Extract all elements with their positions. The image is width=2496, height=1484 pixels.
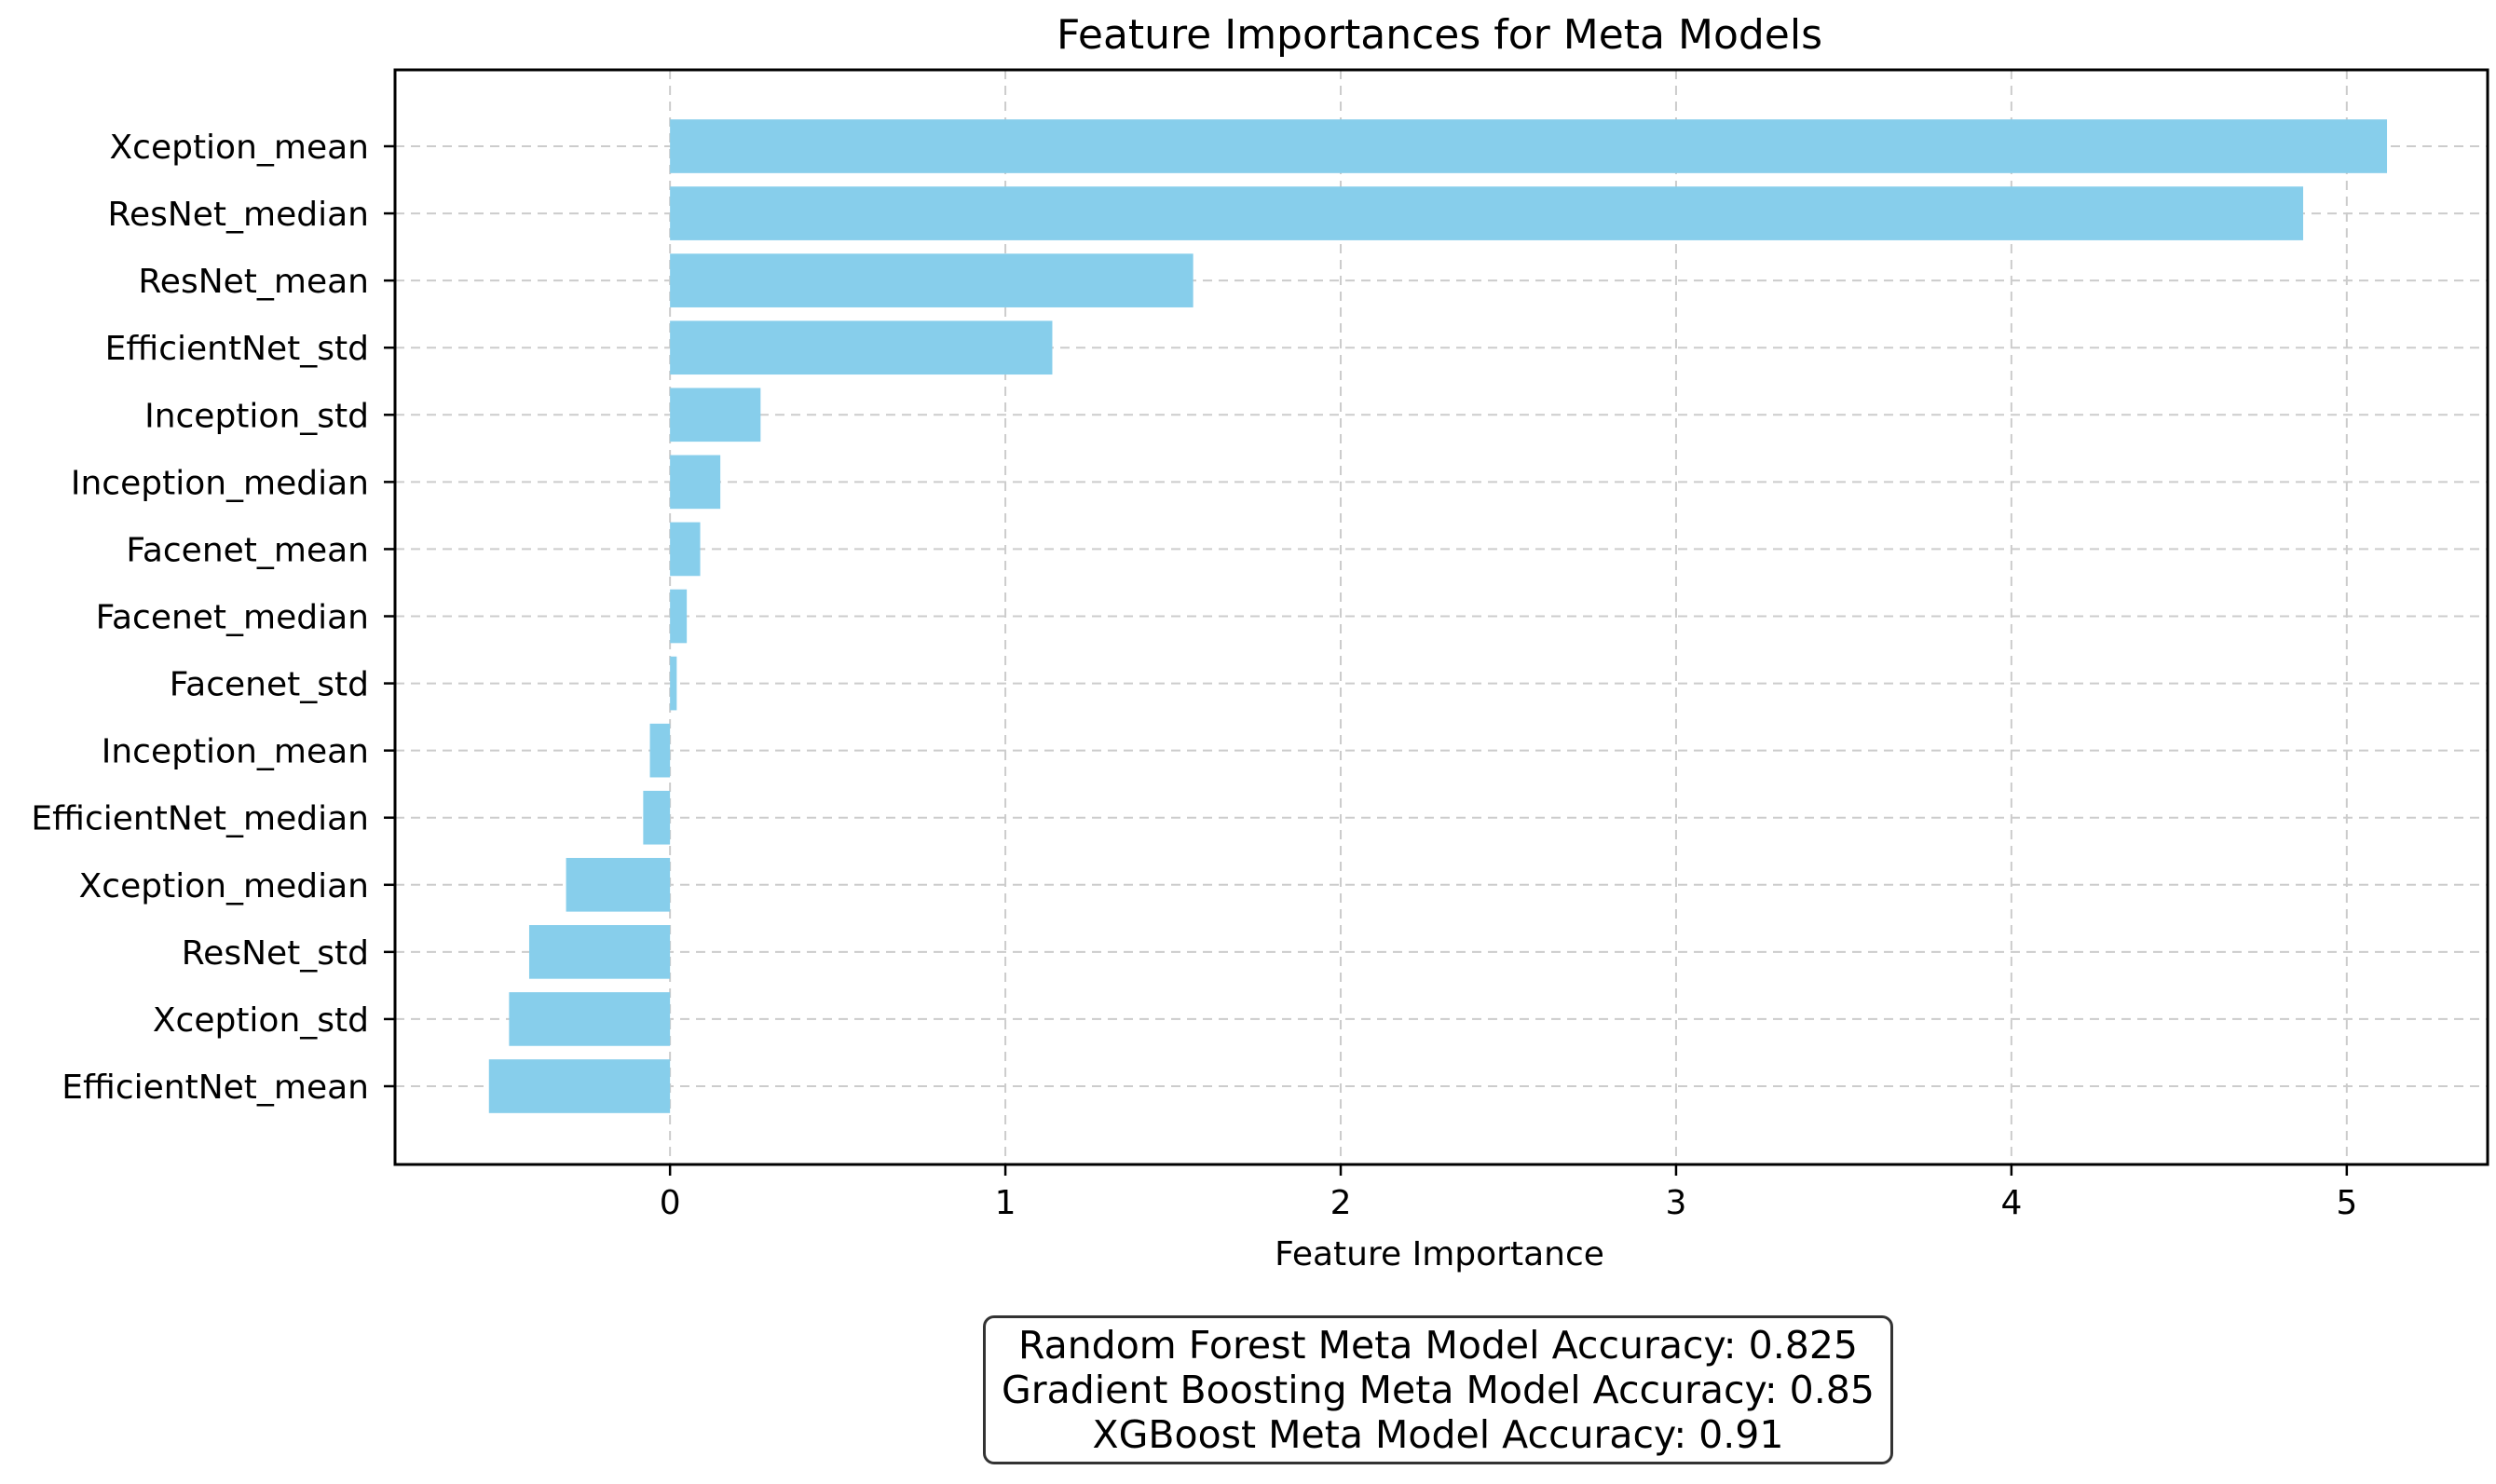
y-tick-label: Facenet_std — [170, 666, 369, 704]
bar-inception-median — [670, 455, 721, 510]
bar-facenet-median — [670, 589, 688, 644]
y-tick-label: ResNet_std — [182, 934, 369, 973]
x-axis-ticks: 0 1 2 3 4 5 — [660, 1164, 2357, 1222]
x-tick-label: 2 — [1330, 1184, 1352, 1222]
y-tick-label: EfficientNet_std — [105, 330, 369, 368]
y-tick-label: Inception_median — [71, 464, 369, 502]
x-tick-label: 4 — [2000, 1184, 2022, 1222]
bar-resnet-median — [670, 186, 2304, 240]
y-tick-label: Inception_mean — [102, 733, 369, 771]
y-tick-label: ResNet_mean — [138, 263, 369, 301]
y-tick-label: Xception_mean — [109, 129, 369, 167]
y-tick-label: Xception_median — [79, 867, 369, 905]
random-forest-accuracy: Random Forest Meta Model Accuracy: 0.825 — [1017, 1323, 1859, 1368]
y-tick-label: Xception_std — [153, 1001, 369, 1040]
bar-xception-median — [566, 857, 671, 912]
y-tick-label: EfficientNet_mean — [61, 1069, 369, 1107]
bar-xception-mean — [670, 119, 2388, 173]
bar-facenet-std — [670, 656, 677, 711]
bar-efficientnet-mean — [488, 1059, 671, 1113]
y-tick-label: Inception_std — [144, 397, 369, 435]
bar-layer — [488, 119, 2388, 1113]
y-tick-label: ResNet_median — [108, 196, 369, 234]
bar-facenet-mean — [670, 522, 701, 577]
x-tick-label: 5 — [2336, 1184, 2357, 1222]
bar-efficientnet-median — [643, 790, 671, 845]
bar-resnet-std — [528, 925, 671, 979]
chart-title: Feature Importances for Meta Models — [1057, 11, 1822, 59]
x-axis-title: Feature Importance — [1275, 1235, 1604, 1273]
bar-inception-std — [670, 388, 761, 442]
x-tick-label: 3 — [1666, 1184, 1687, 1222]
bar-resnet-mean — [670, 253, 1193, 307]
y-tick-label: EfficientNet_median — [31, 800, 369, 838]
gradient-boosting-accuracy: Gradient Boosting Meta Model Accuracy: 0… — [1002, 1368, 1875, 1412]
bar-inception-mean — [649, 723, 671, 778]
y-tick-label: Facenet_mean — [126, 531, 369, 569]
bar-efficientnet-std — [670, 320, 1053, 375]
y-axis-labels: Xception_mean ResNet_median ResNet_mean Eff… — [31, 129, 395, 1107]
accuracy-legend-box: Random Forest Meta Model Accuracy: 0.825… — [983, 1315, 1893, 1464]
x-tick-label: 0 — [660, 1184, 681, 1222]
xgboost-accuracy: XGBoost Meta Model Accuracy: 0.91 — [1092, 1412, 1784, 1457]
x-tick-label: 1 — [995, 1184, 1016, 1222]
y-tick-label: Facenet_median — [96, 599, 369, 637]
bar-xception-std — [509, 992, 671, 1046]
